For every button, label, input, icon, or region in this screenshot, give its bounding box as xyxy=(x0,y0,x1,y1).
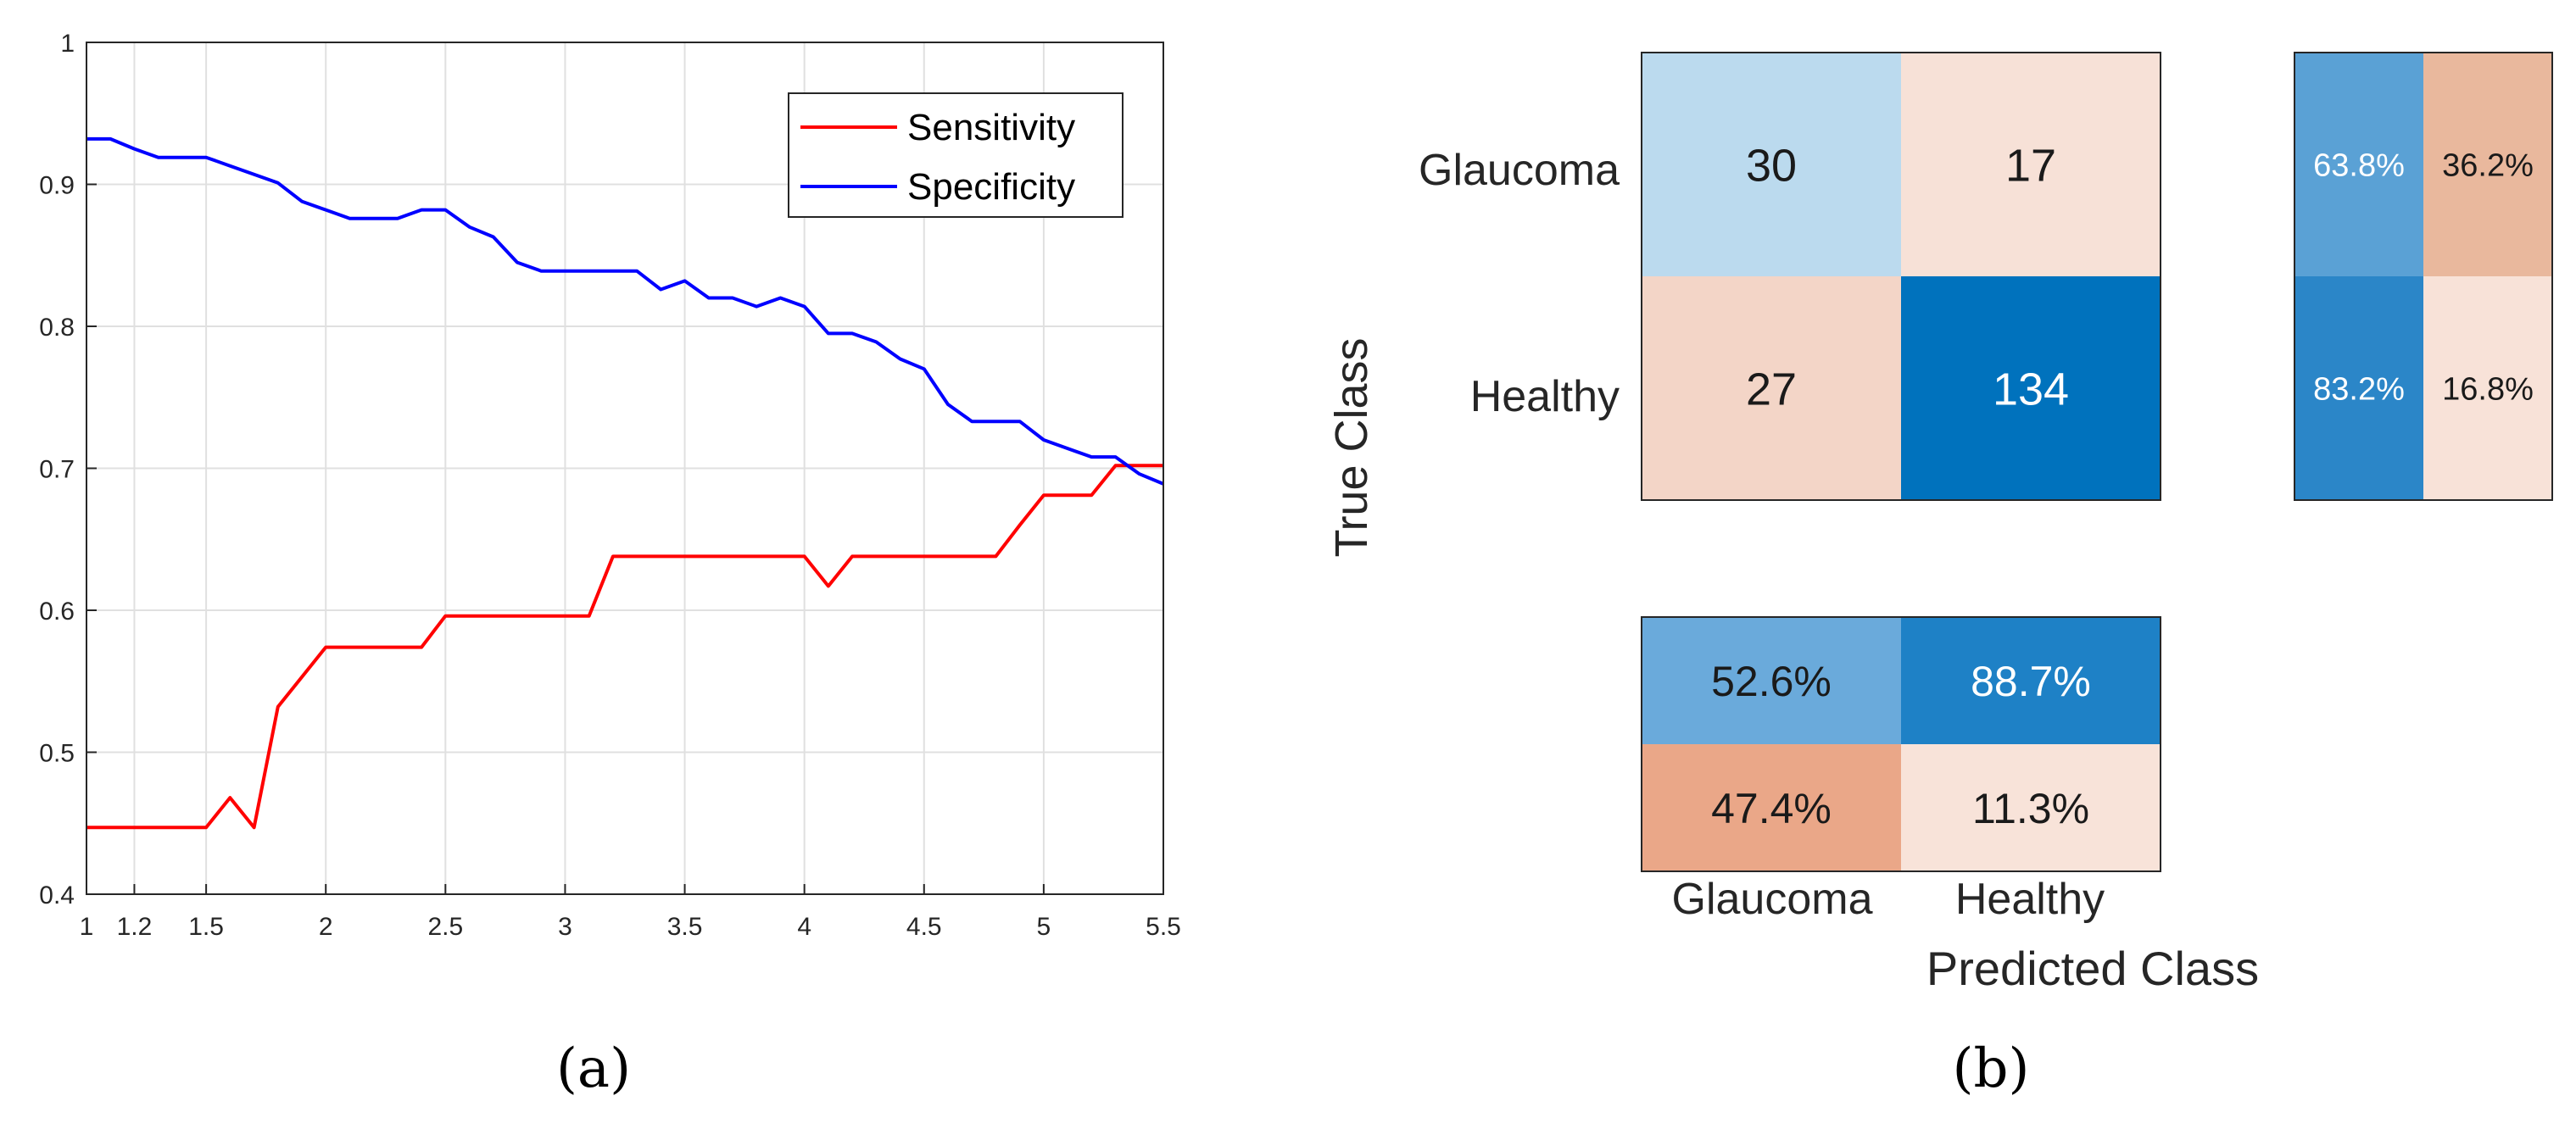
column-summary-cell xyxy=(1901,617,2161,744)
confusion-matrix-cell xyxy=(1901,276,2161,500)
x-tick-label: 1.2 xyxy=(117,913,153,941)
confusion-matrix-value: 17 xyxy=(2005,140,2056,191)
row-summary-cell xyxy=(2294,276,2423,500)
x-axis-label: Predicted Class xyxy=(1926,942,2259,995)
series-lines xyxy=(86,136,1164,830)
column-summary-value: 52.6% xyxy=(1711,658,1832,705)
x-tick-label: 2.5 xyxy=(427,913,463,941)
confusion-matrix: 30 17 27 134 xyxy=(1641,52,2161,501)
column-summary-value: 11.3% xyxy=(1972,785,2089,832)
col-label-healthy: Healthy xyxy=(1955,875,2105,924)
row-label-glaucoma: Glaucoma xyxy=(1419,146,1620,195)
confusion-matrix-value: 30 xyxy=(1746,140,1797,191)
legend-label-specificity: Specificity xyxy=(907,166,1075,208)
column-summary: 52.6% 88.7% 47.4% 11.3% xyxy=(1641,616,2161,872)
row-summary-cell xyxy=(2423,53,2552,276)
column-summary-cell xyxy=(1901,744,2161,871)
y-tick-label: 0.7 xyxy=(39,456,75,484)
line-chart: 1 1.2 1.5 2 2.5 3 3.5 4 4.5 5 5.5 0.40.50.60.70.80… xyxy=(39,30,1181,941)
row-summary-value: 83.2% xyxy=(2313,372,2405,408)
col-label-glaucoma: Glaucoma xyxy=(1672,875,1873,924)
confusion-matrix-value: 27 xyxy=(1746,364,1797,414)
y-tick-label: 0.5 xyxy=(39,740,75,768)
x-tick-label: 4 xyxy=(797,913,811,941)
x-tick-label: 3.5 xyxy=(667,913,703,941)
y-tick-label: 1 xyxy=(60,30,75,58)
row-summary-value: 36.2% xyxy=(2442,148,2534,184)
row-summary-value: 63.8% xyxy=(2313,148,2405,184)
row-summary-cell xyxy=(2294,53,2423,276)
x-tick-label: 5 xyxy=(1037,913,1051,941)
row-summary-cell xyxy=(2423,276,2552,500)
y-tick-label: 0.6 xyxy=(39,598,75,626)
x-axis-ticks: 1 1.2 1.5 2 2.5 3 3.5 4 4.5 5 5.5 xyxy=(80,884,1181,941)
legend: Sensitivity Specificity xyxy=(788,92,1124,218)
x-tick-label: 2 xyxy=(319,913,333,941)
confusion-matrix-cell xyxy=(1901,53,2161,276)
column-summary-value: 47.4% xyxy=(1711,785,1832,832)
column-summary-cell xyxy=(1642,744,1901,871)
legend-box xyxy=(788,92,1124,218)
row-summary: 63.8% 36.2% 83.2% 16.8% xyxy=(2294,52,2553,501)
column-summary-cell xyxy=(1642,617,1901,744)
caption-a: (a) xyxy=(556,1037,631,1100)
column-summary-frame xyxy=(1641,616,2161,872)
x-tick-label: 1 xyxy=(80,913,94,941)
confusion-matrix-chart: True Class Glaucoma Healthy 30 17 27 134 63… xyxy=(1326,52,2553,995)
column-summary-value: 88.7% xyxy=(1971,658,2091,705)
confusion-matrix-value: 134 xyxy=(1993,364,2069,414)
x-tick-label: 4.5 xyxy=(906,913,942,941)
plot-frame xyxy=(86,42,1164,895)
y-tick-label: 0.9 xyxy=(39,172,75,200)
x-tick-label: 1.5 xyxy=(188,913,224,941)
x-tick-label: 3 xyxy=(558,913,572,941)
caption-b: (b) xyxy=(1953,1037,2030,1100)
series-line-specificity xyxy=(86,136,1164,486)
legend-label-sensitivity: Sensitivity xyxy=(907,107,1075,148)
row-summary-value: 16.8% xyxy=(2442,372,2534,408)
row-label-healthy: Healthy xyxy=(1470,372,1620,421)
series-line-sensitivity xyxy=(86,464,1163,830)
x-tick-label: 5.5 xyxy=(1146,913,1181,941)
y-axis-ticks: 0.4 0.5 0.6 0.7 0.8 0.9 1 xyxy=(39,30,97,909)
y-axis-label: True Class xyxy=(1326,337,1377,557)
row-summary-frame xyxy=(2294,52,2553,501)
confusion-matrix-frame xyxy=(1641,52,2161,501)
confusion-matrix-cell xyxy=(1642,53,1901,276)
confusion-matrix-cell xyxy=(1642,276,1901,500)
y-tick-label: 0.4 xyxy=(39,882,75,909)
y-tick-label: 0.8 xyxy=(39,314,75,342)
